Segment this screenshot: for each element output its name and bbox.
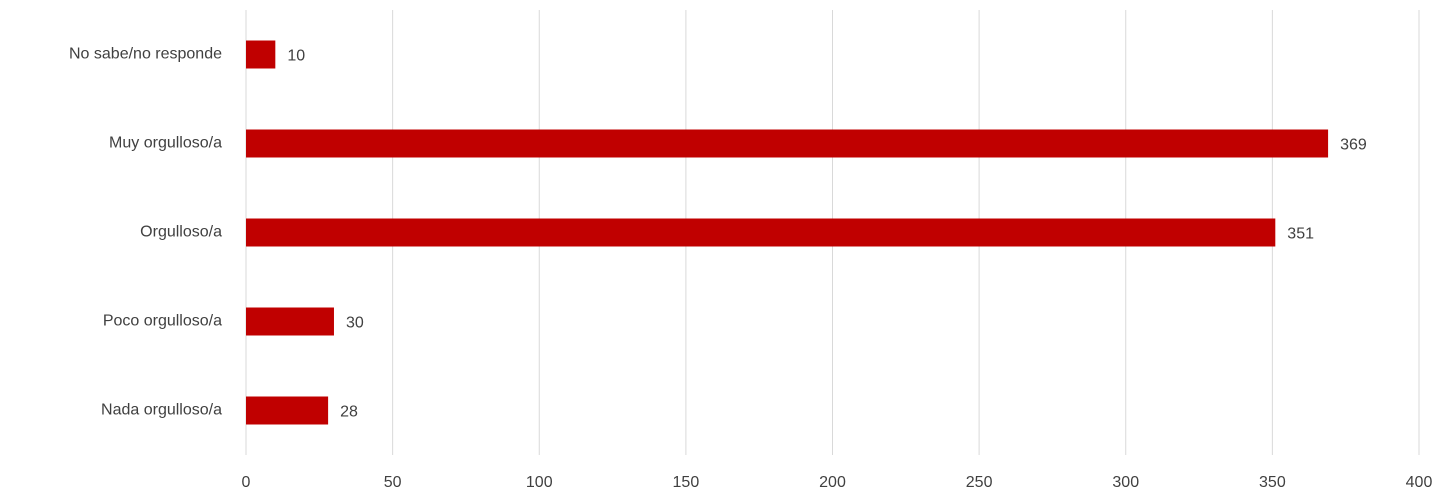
bar [246, 218, 1276, 247]
y-tick-label: Orgulloso/a [140, 224, 222, 241]
bar [246, 396, 329, 425]
data-label: 10 [287, 48, 305, 65]
data-label: 351 [1287, 226, 1314, 243]
data-label: 28 [340, 404, 358, 421]
bar [246, 40, 276, 69]
data-label: 30 [346, 315, 364, 332]
x-tick-label: 300 [1112, 474, 1139, 491]
x-tick-label: 150 [673, 474, 700, 491]
y-tick-label: Poco orgulloso/a [103, 313, 222, 330]
x-tick-label: 350 [1259, 474, 1286, 491]
y-tick-label: Nada orgulloso/a [101, 402, 222, 419]
y-tick-label: No sabe/no responde [69, 46, 222, 63]
bar [246, 307, 334, 336]
bar [246, 129, 1329, 158]
x-tick-label: 50 [384, 474, 402, 491]
x-tick-label: 0 [242, 474, 251, 491]
data-label: 369 [1340, 137, 1367, 154]
x-tick-label: 400 [1406, 474, 1433, 491]
x-tick-label: 100 [526, 474, 553, 491]
x-tick-label: 200 [819, 474, 846, 491]
y-tick-label: Muy orgulloso/a [109, 135, 222, 152]
x-tick-label: 250 [966, 474, 993, 491]
